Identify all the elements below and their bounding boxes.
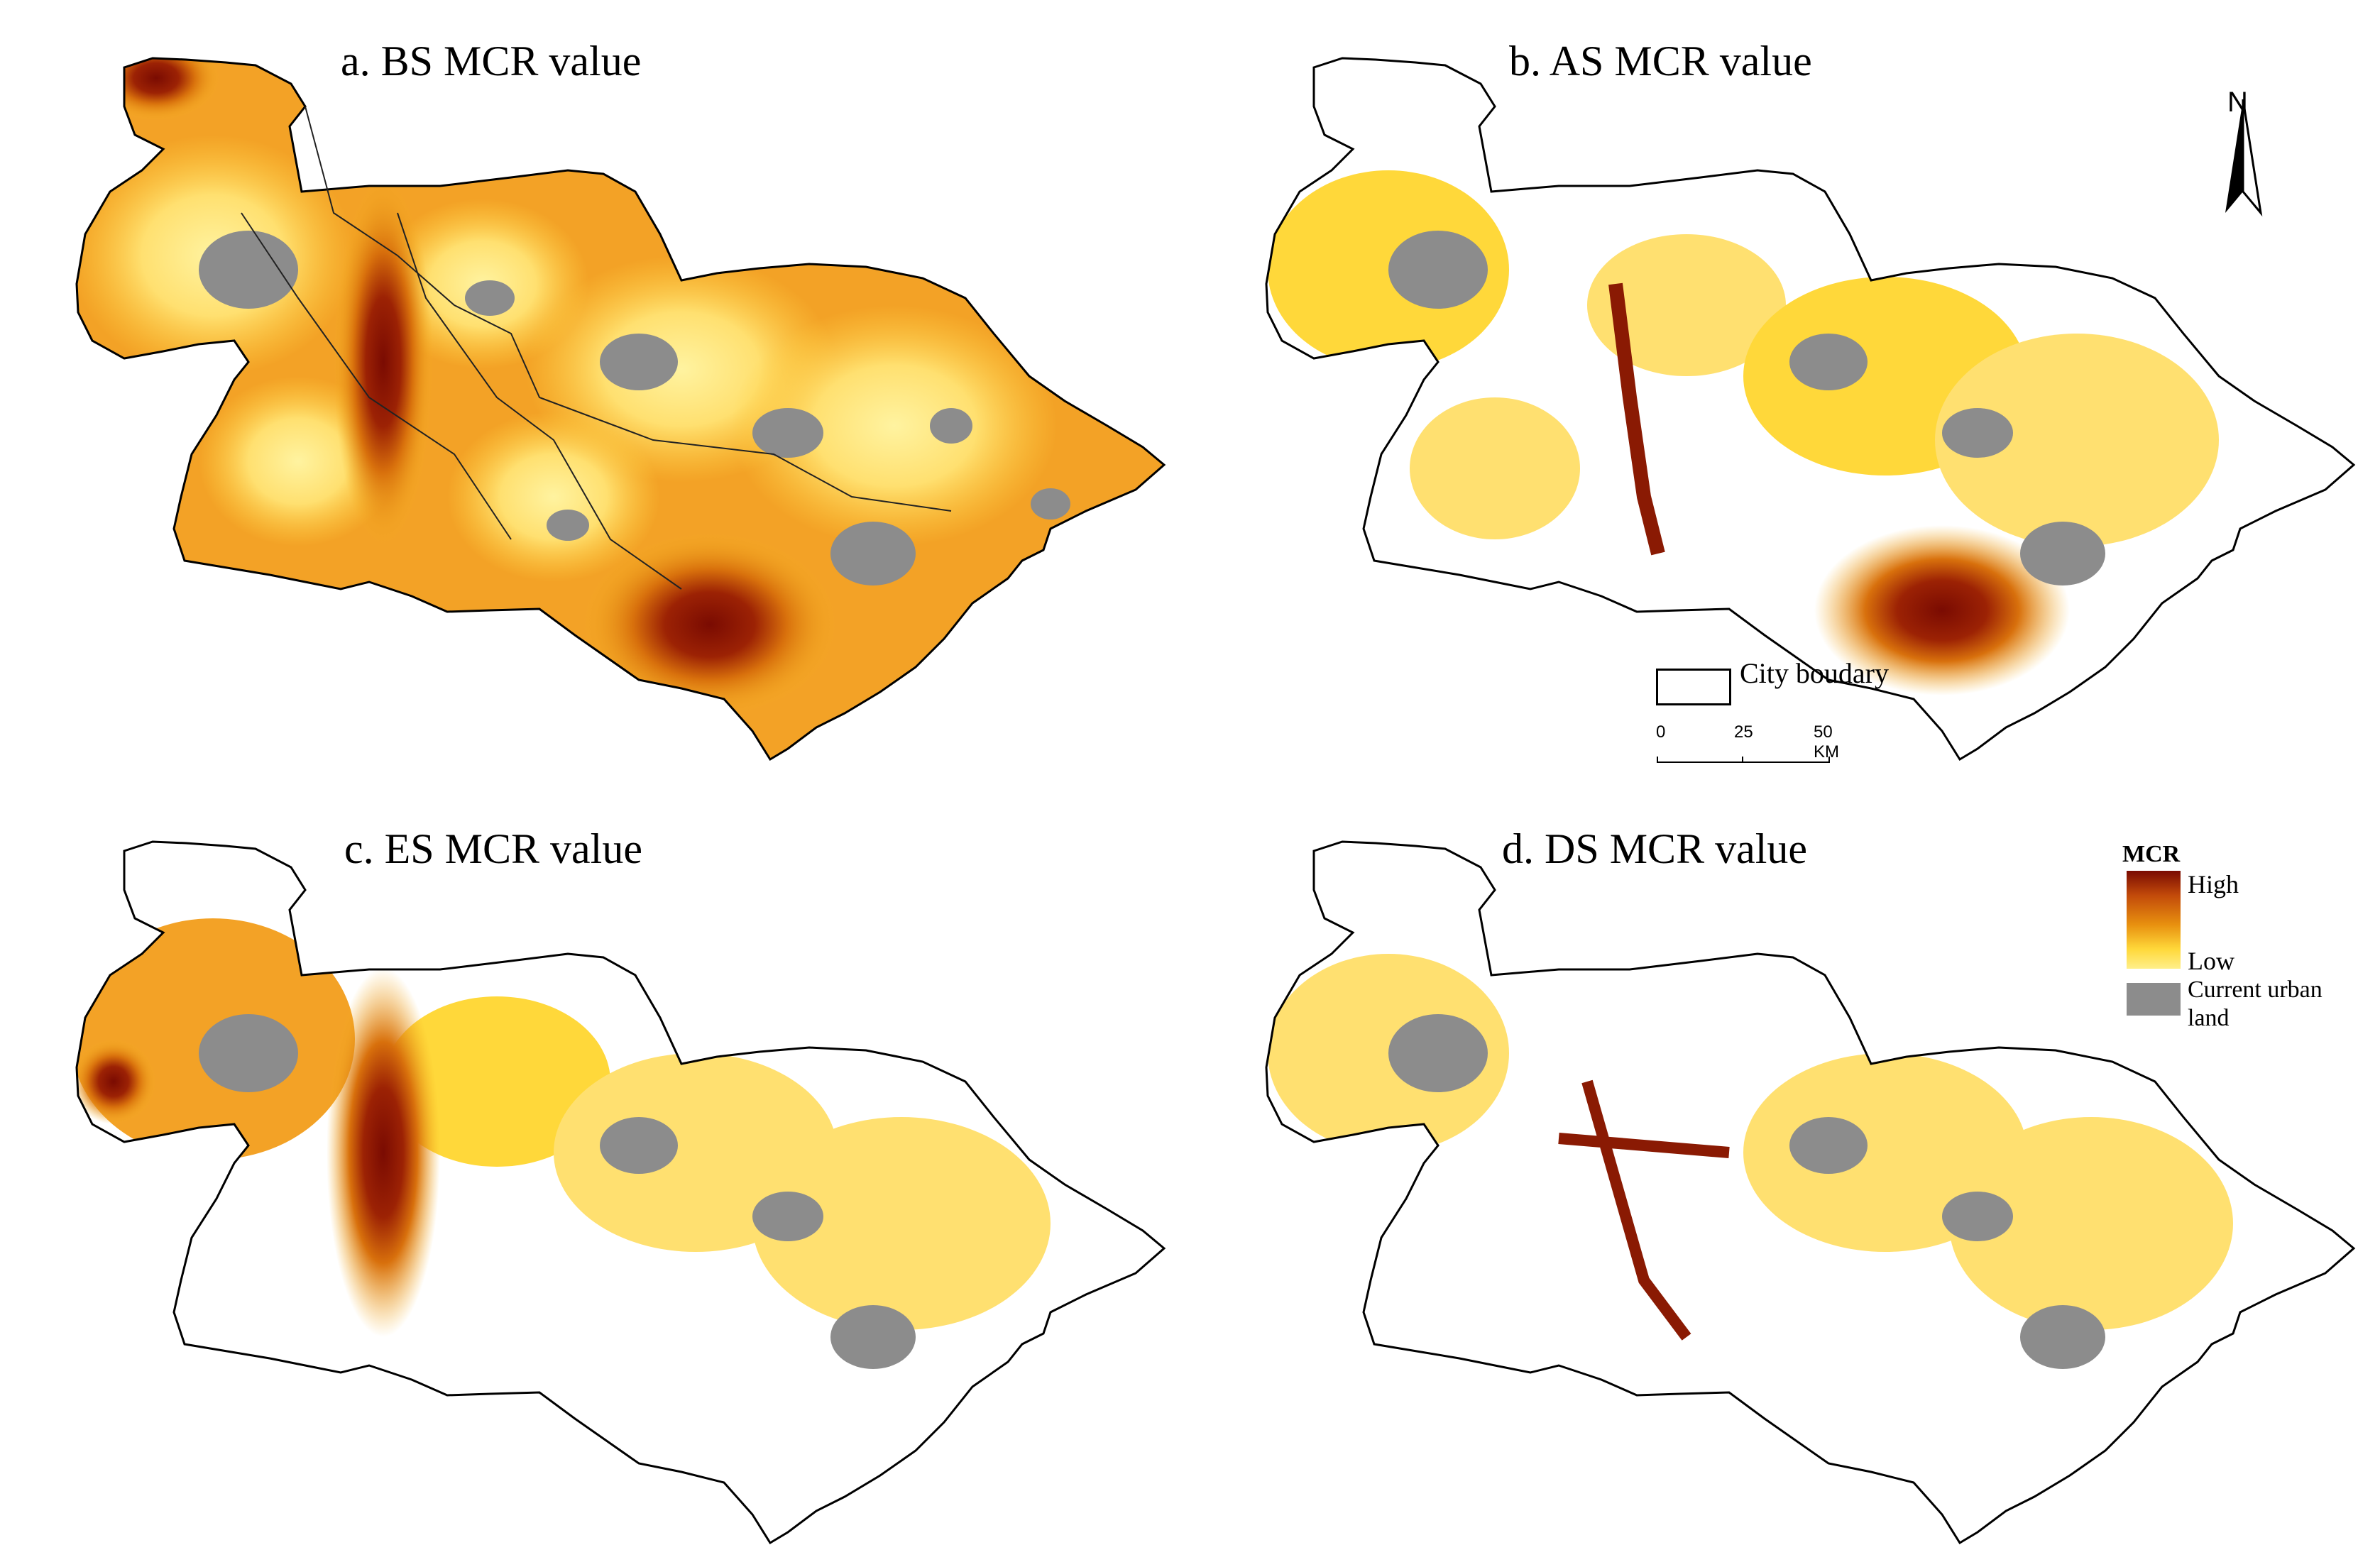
mcr-low-label: Low [2188,947,2234,975]
mcr-color-ramp [2127,871,2181,969]
panel-es-mcr: c. ES MCR value [0,784,1190,1567]
panel-title: c. ES MCR value [344,825,642,872]
panel-bs-mcr: a. BS MCR value [0,0,1190,784]
panel-title: a. BS MCR value [341,38,642,84]
scale-bar: 0 25 50 KM [1656,722,1841,765]
panel-as-mcr: b. AS MCR value [1190,0,2379,784]
panel-title: d. DS MCR value [1502,825,1808,872]
mcr-legend: MCR High Low Current urban land [2122,841,2357,1054]
es-mcr-map [75,840,1166,1545]
mcr-high-label: High [2188,870,2239,898]
scale-tick-0: 0 [1656,722,1666,742]
boundary-label: City boudary [1740,657,1889,689]
north-arrow-icon [2225,99,2263,217]
scale-tick-25: 25 [1734,722,1753,742]
boundary-swatch [1656,669,1731,705]
urban-land-swatch [2127,983,2181,1016]
mcr-legend-title: MCR [2122,841,2181,867]
panel-title: b. AS MCR value [1509,38,1812,84]
scale-line [1657,757,1830,763]
urban-land-label: Current urban land [2188,977,2323,1031]
scale-tick-50: 50 KM [1814,722,1839,761]
as-mcr-map [1265,57,2356,761]
bs-mcr-map [75,57,1166,761]
